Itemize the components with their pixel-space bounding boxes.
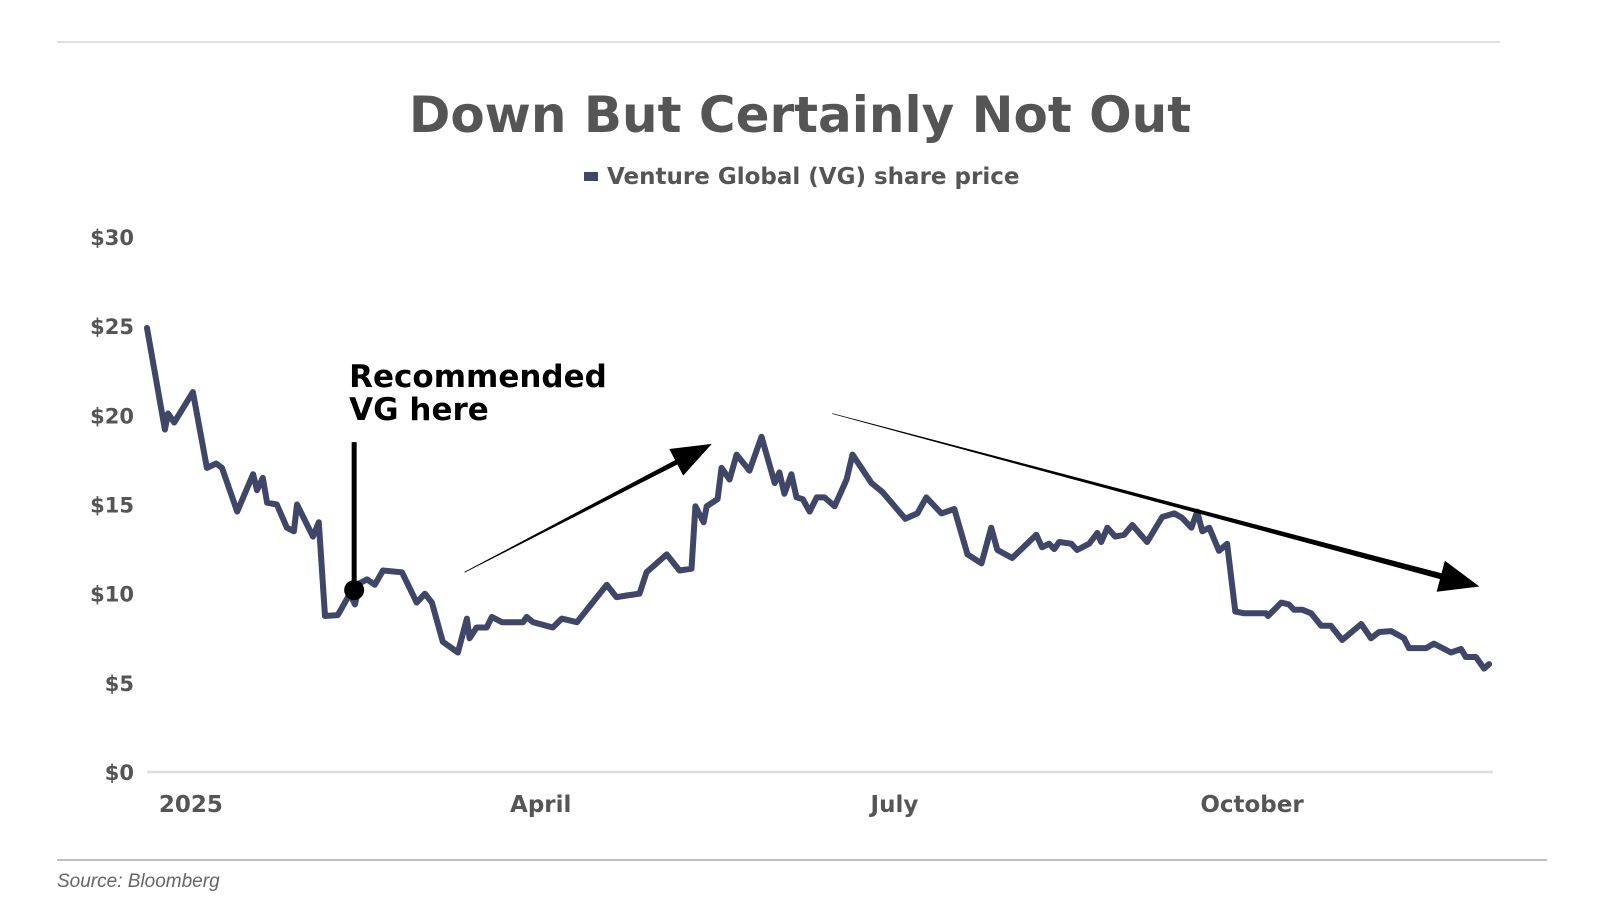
legend-label: Venture Global (VG) share price <box>607 164 1019 190</box>
y-tick-label: $5 <box>105 672 134 696</box>
recommendation-marker-dot <box>344 580 365 601</box>
x-tick-label: July <box>869 792 919 818</box>
x-axis: 2025 April July October <box>159 792 1304 818</box>
x-tick-label: April <box>510 792 571 818</box>
y-tick-label: $0 <box>105 761 134 785</box>
down-trend-arrow <box>832 413 1480 592</box>
annotations: Recommended VG here <box>344 359 1480 601</box>
x-tick-label: October <box>1200 792 1304 818</box>
up-trend-arrow <box>464 443 712 573</box>
source-note: Source: Bloomberg <box>57 871 220 892</box>
x-tick-label: 2025 <box>159 792 223 818</box>
legend-swatch <box>584 172 598 181</box>
y-tick-label: $25 <box>90 315 134 339</box>
y-axis: $0 $5 $10 $15 $20 $25 $30 <box>90 226 134 785</box>
y-tick-label: $30 <box>90 226 134 250</box>
recommendation-label-line2: VG here <box>349 392 489 428</box>
recommendation-label-line1: Recommended <box>349 359 607 395</box>
y-tick-label: $20 <box>90 404 134 428</box>
chart-title: Down But Certainly Not Out <box>409 86 1191 144</box>
y-tick-label: $15 <box>90 494 134 518</box>
legend: Venture Global (VG) share price <box>584 164 1019 190</box>
y-tick-label: $10 <box>90 583 134 607</box>
